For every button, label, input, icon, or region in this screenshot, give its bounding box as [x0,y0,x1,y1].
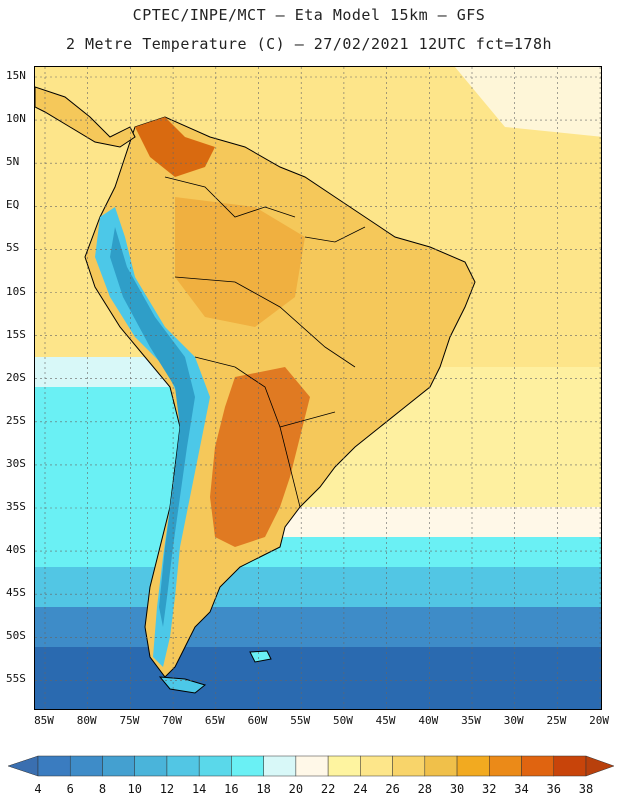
temperature-map [34,66,602,710]
lon-label-50w: 50W [332,714,353,727]
lat-label-10n: 10N [6,112,26,126]
colorbar-label: 28 [417,782,433,796]
colorbar-swatch [489,755,522,777]
colorbar-label: 22 [320,782,336,796]
colorbar-label: 12 [159,782,175,796]
lon-label-40w: 40W [418,714,439,727]
colorbar [7,755,615,777]
lon-label-70w: 70W [162,714,183,727]
colorbar-swatch [37,755,71,777]
lat-label-40s: 40S [6,543,26,557]
graticule [35,67,601,709]
colorbar-label: 10 [127,782,142,796]
ocean-band-caribbean [455,67,601,137]
lat-label-5n: 5N [6,155,20,169]
ocean-band-8 [35,607,601,647]
colorbar-swatch [231,755,264,777]
lat-label-30s: 30S [6,456,26,470]
colorbar-swatch [521,755,555,777]
colorbar-swatch [327,755,361,777]
ocean-band-20 [275,507,601,537]
colorbar-low-arrow [7,755,39,777]
colorbar-swatch [263,755,297,777]
lon-label-45w: 45W [375,714,396,727]
hot-region-venezuela [135,117,215,177]
title-line-1: CPTEC/INPE/MCT – Eta Model 15km – GFS [132,6,486,24]
colorbar-label: 32 [482,782,497,796]
colorbar-swatch [69,755,103,777]
colorbar-swatch [392,755,426,777]
lon-label-65w: 65W [204,714,225,727]
lat-label-5s: 5S [6,241,20,255]
lon-label-80w: 80W [76,714,97,727]
lon-label-60w: 60W [247,714,268,727]
colorbar-swatch [295,755,329,777]
colorbar-swatch [360,755,393,777]
colorbar-label: 24 [353,782,368,796]
lon-label-20w: 20W [589,714,610,727]
colorbar-swatch [166,755,200,777]
colorbar-swatch [424,755,458,777]
lat-label-15s: 15S [6,327,26,341]
lon-label-25w: 25W [546,714,567,727]
lat-label-45s: 45S [6,586,26,600]
colorbar-label: 14 [191,782,207,796]
ocean-band-16b [35,537,601,567]
lat-label-eq: EQ [6,198,20,212]
title-line-2: 2 Metre Temperature (C) – 27/02/2021 12U… [65,35,553,53]
colorbar-swatch [553,755,587,777]
colorbar-high-arrow [585,755,615,777]
lat-label-35s: 35S [6,500,26,513]
colorbar-label: 18 [256,782,271,796]
warm-region-amazon [175,197,305,327]
lat-label-15n: 15N [6,69,26,82]
colorbar-label: 26 [385,782,400,796]
lat-label-20s: 20S [6,370,26,384]
colorbar-swatch [102,755,135,777]
country-borders [164,176,366,508]
colorbar-label: 34 [514,782,529,796]
andes-cold-core [110,227,195,627]
lon-label-85w: 85W [34,714,54,727]
lon-label-30w: 30W [503,714,524,727]
colorbar-label: 6 [66,782,74,796]
lon-label-35w: 35W [461,714,481,727]
colorbar-swatch [198,755,232,777]
colorbar-label: 30 [449,782,465,796]
colorbar-label: 38 [578,782,594,796]
lon-label-55w: 55W [290,714,311,727]
colorbar-swatch [456,755,490,777]
colorbar-label: 4 [34,782,42,796]
colorbar-label: 16 [224,782,239,796]
central-america-land [35,86,136,148]
map-canvas [35,67,601,709]
colorbar-label: 8 [98,782,107,796]
colorbar-label: 20 [288,782,304,796]
lat-label-10s: 10S [6,284,26,298]
lat-label-55s: 55S [6,672,26,686]
tierra-del-fuego [158,676,207,694]
ocean-band-6 [35,647,601,709]
ocean-band-16 [35,387,185,537]
lat-label-25s: 25S [6,413,26,427]
colorbar-swatch [134,755,168,777]
ocean-band-12 [35,567,601,607]
hot-region-chaco [210,367,310,547]
falkland-islands [249,650,272,663]
colorbar-label: 36 [546,782,561,796]
lon-label-75w: 75W [119,714,140,727]
lat-label-50s: 50S [6,629,26,643]
